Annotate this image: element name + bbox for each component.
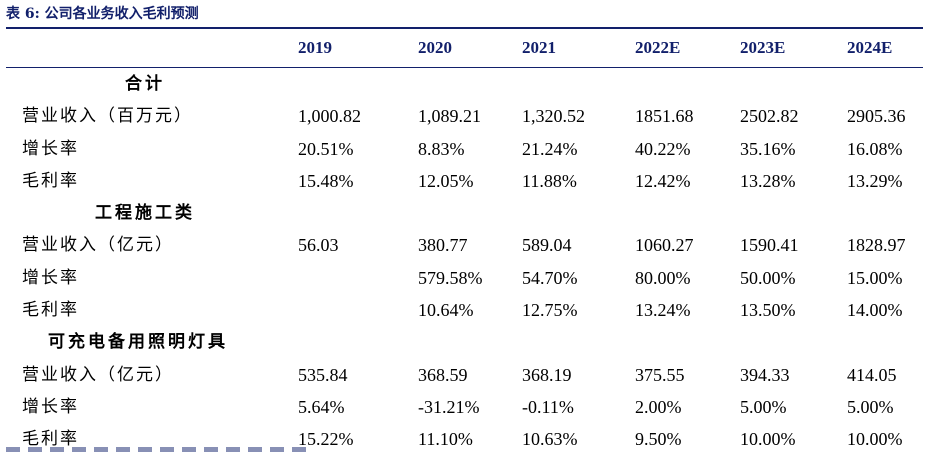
top-rule [6, 27, 923, 29]
section-row: 合计 [0, 68, 931, 100]
table-cell: 1,320.52 [522, 106, 585, 127]
section-title: 可充电备用照明灯具 [48, 332, 228, 353]
row-label: 营业收入（百万元） [22, 106, 193, 127]
row-label: 增长率 [22, 138, 79, 159]
table-cell: 15.00% [847, 267, 903, 288]
table-cell: 50.00% [740, 267, 796, 288]
row-label: 毛利率 [22, 429, 79, 450]
table-row: 增长率 20.51% 8.83% 21.24% 40.22% 35.16% 16.08% [0, 133, 931, 165]
table-row: 营业收入（亿元） 56.03 380.77 589.04 1060.27 1590.41 1… [0, 229, 931, 261]
header-2020: 2020 [418, 38, 452, 57]
table-cell: 375.55 [635, 364, 685, 385]
table-cell: 368.19 [522, 364, 572, 385]
table-row: 毛利率 15.22% 11.10% 10.63% 9.50% 10.00% 10.00% [0, 423, 931, 455]
table-cell: 5.00% [740, 396, 787, 417]
table-cell: 414.05 [847, 364, 897, 385]
table-body: 合计营业收入（百万元） 1,000.82 1,089.21 1,320.52 1851.… [0, 68, 931, 456]
table-cell: 1,000.82 [298, 106, 361, 127]
header-rule [6, 67, 923, 68]
section-title: 工程施工类 [95, 203, 195, 224]
table-cell: 13.28% [740, 170, 796, 191]
table-header: 2019 2020 2021 2022E 2023E 2024E [0, 30, 931, 66]
table-cell: 10.00% [740, 429, 796, 450]
row-label: 毛利率 [22, 300, 79, 321]
row-label: 增长率 [22, 396, 79, 417]
table-cell: 394.33 [740, 364, 790, 385]
table-cell: 11.88% [522, 170, 577, 191]
table-cell: 2502.82 [740, 106, 799, 127]
table-cell: 11.10% [418, 429, 473, 450]
table-cell: -0.11% [522, 396, 574, 417]
row-label: 增长率 [22, 267, 79, 288]
table-cell: 16.08% [847, 138, 903, 159]
table-cell: 80.00% [635, 267, 691, 288]
table-cell: 15.48% [298, 170, 354, 191]
section-row: 工程施工类 [0, 197, 931, 229]
table-cell: 12.42% [635, 170, 691, 191]
table-cell: 589.04 [522, 235, 572, 256]
table-cell: 1060.27 [635, 235, 694, 256]
table-cell: 10.64% [418, 300, 474, 321]
table-cell: 35.16% [740, 138, 796, 159]
table-cell: 12.05% [418, 170, 474, 191]
table-cell: 1,089.21 [418, 106, 481, 127]
cropped-footer-line [6, 447, 306, 452]
header-2023e: 2023E [740, 38, 786, 57]
table-row: 营业收入（百万元） 1,000.82 1,089.21 1,320.52 1851.68… [0, 100, 931, 132]
table-row: 营业收入（亿元） 535.84 368.59 368.19 375.55 394.33 41… [0, 359, 931, 391]
table-cell: 20.51% [298, 138, 354, 159]
table-row: 增长率 579.58% 54.70% 80.00% 50.00% 15.00% [0, 262, 931, 294]
table-cell: 1828.97 [847, 235, 906, 256]
table-cell: 10.00% [847, 429, 903, 450]
table-cell: 5.00% [847, 396, 894, 417]
header-2022e: 2022E [635, 38, 681, 57]
table-cell: 9.50% [635, 429, 682, 450]
table-cell: 535.84 [298, 364, 348, 385]
table-cell: 56.03 [298, 235, 339, 256]
table-cell: 13.50% [740, 300, 796, 321]
table-row: 毛利率 10.64% 12.75% 13.24% 13.50% 14.00% [0, 294, 931, 326]
table-cell: 40.22% [635, 138, 691, 159]
table-cell: 13.24% [635, 300, 691, 321]
table-cell: 5.64% [298, 396, 345, 417]
header-2024e: 2024E [847, 38, 893, 57]
table-cell: 1851.68 [635, 106, 694, 127]
table-cell: 12.75% [522, 300, 578, 321]
table-row: 毛利率 15.48% 12.05% 11.88% 12.42% 13.28% 13.29% [0, 165, 931, 197]
table-row: 增长率 5.64% -31.21% -0.11% 2.00% 5.00% 5.00% [0, 391, 931, 423]
header-2021: 2021 [522, 38, 556, 57]
table-cell: 15.22% [298, 429, 354, 450]
section-title: 合计 [125, 74, 165, 94]
section-row: 可充电备用照明灯具 [0, 326, 931, 358]
table-cell: 579.58% [418, 267, 483, 288]
table-cell: 1590.41 [740, 235, 799, 256]
table-cell: 2905.36 [847, 106, 906, 127]
table-cell: 14.00% [847, 300, 903, 321]
row-label: 毛利率 [22, 170, 79, 191]
header-2019: 2019 [298, 38, 332, 57]
table-cell: 2.00% [635, 396, 682, 417]
table-cell: 380.77 [418, 235, 468, 256]
table-cell: 21.24% [522, 138, 578, 159]
table-cell: 54.70% [522, 267, 578, 288]
table-cell: 10.63% [522, 429, 578, 450]
table-cell: 13.29% [847, 170, 903, 191]
table-cell: 8.83% [418, 138, 465, 159]
table-caption: 表 6: 公司各业务收入毛利预测 [6, 6, 199, 22]
row-label: 营业收入（亿元） [22, 235, 174, 256]
row-label: 营业收入（亿元） [22, 364, 174, 385]
table-cell: 368.59 [418, 364, 468, 385]
table-cell: -31.21% [418, 396, 480, 417]
